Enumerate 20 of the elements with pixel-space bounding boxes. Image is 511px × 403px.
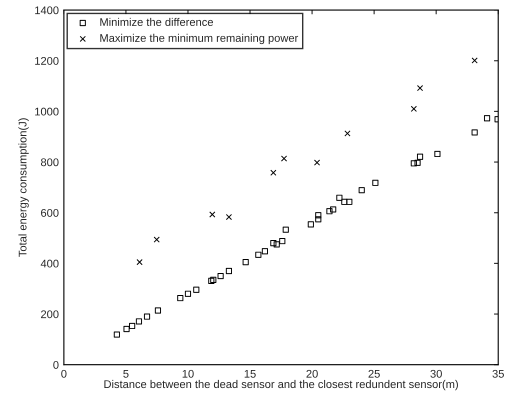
legend-label: Maximize the minimum remaining power	[100, 34, 298, 44]
y-tick-label: 200	[41, 310, 59, 318]
y-axis-title: Total energy consumption(J)	[18, 118, 29, 257]
y-tick-label: 600	[41, 208, 59, 217]
y-tick-label: 1200	[35, 57, 59, 65]
x-tick-label: 35	[492, 370, 504, 378]
y-tick-label: 800	[40, 158, 59, 166]
x-tick-label: 10	[182, 370, 194, 378]
y-tick-label: 0	[53, 360, 59, 369]
x-axis-title: Distance between the dead sensor and the closest redundent sensor(m)	[104, 380, 458, 390]
x-tick-label: 20	[306, 370, 318, 378]
y-tick-label: 400	[40, 260, 59, 268]
y-tick-label: 1000	[35, 108, 59, 116]
x-tick-label: 25	[368, 370, 380, 378]
x-tick-label: 15	[244, 370, 256, 378]
x-tick-label: 0	[61, 370, 67, 378]
y-tick-label: 1400	[35, 6, 59, 14]
x-tick-label: 5	[123, 370, 129, 378]
x-tick-label: 30	[430, 370, 442, 378]
legend-label: Minimize the difference	[100, 18, 213, 26]
